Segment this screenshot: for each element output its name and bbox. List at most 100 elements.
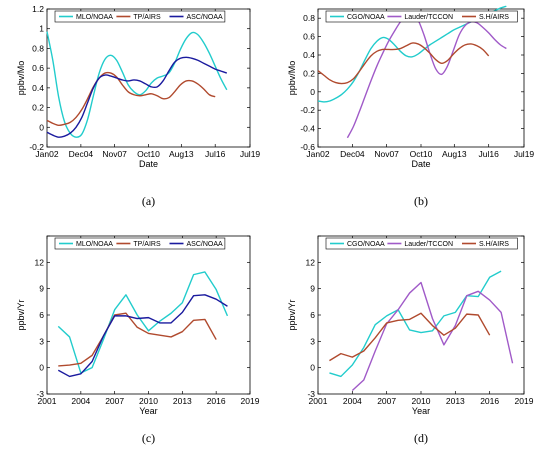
x-tick-label: Jul16 <box>205 149 226 159</box>
y-tick-label: 0.4 <box>303 50 315 60</box>
y-tick-label: 0 <box>39 122 44 132</box>
x-tick-label: Jul16 <box>479 149 500 159</box>
x-tick-label: 2016 <box>207 396 226 406</box>
x-tick-label: Oct10 <box>410 149 433 159</box>
chart-panel: Jan02 Dec04 Nov07 Oct10 Aug13 Jul16 Jul19 -0.2 0… <box>16 4 260 208</box>
legend-label: ASC/NOAA <box>187 14 224 21</box>
chart-panel: 2001 2004 2007 2010 2013 2016 2019 -3 0 3 6 9 12 Year… <box>287 235 534 445</box>
y-axis-label: ppbv/Yr <box>16 299 26 330</box>
y-tick-label: 3 <box>310 336 315 346</box>
legend-label: TP/AIRS <box>133 14 161 21</box>
y-axis-label: ppbv/Yr <box>287 299 297 330</box>
x-axis-label: Year <box>412 406 430 416</box>
legend-label: MLO/NOAA <box>76 14 113 21</box>
legend-box <box>54 237 226 250</box>
x-tick-label: Aug13 <box>169 149 194 159</box>
x-tick-label: 2001 <box>38 396 57 406</box>
x-tick-label: 2016 <box>480 396 499 406</box>
y-tick-label: -3 <box>36 389 44 399</box>
y-tick-label: 12 <box>306 257 316 267</box>
legend-box <box>54 10 226 23</box>
x-axis-label: Year <box>139 406 157 416</box>
legend-label: ASC/NOAA <box>187 241 224 248</box>
y-tick-label: 0 <box>39 363 44 373</box>
series-line <box>57 271 229 374</box>
panel-label: (b) <box>414 194 428 208</box>
x-tick-label: Jan02 <box>306 149 329 159</box>
y-tick-label: 12 <box>35 257 45 267</box>
legend-label: CGO/NOAA <box>347 241 385 248</box>
series-line <box>58 312 217 367</box>
series-line <box>329 270 502 378</box>
y-tick-label: 1.2 <box>32 4 44 14</box>
y-tick-label: 1 <box>39 24 44 34</box>
plot-frame <box>317 235 525 395</box>
x-tick-label: 2010 <box>412 396 431 406</box>
legend-label: Lauder/TCCON <box>404 241 453 248</box>
x-tick-label: 2004 <box>343 396 362 406</box>
x-tick-label: Nov07 <box>374 149 399 159</box>
x-tick-label: 2019 <box>515 396 534 406</box>
y-tick-label: -0.6 <box>300 142 315 152</box>
legend-label: CGO/NOAA <box>347 14 385 21</box>
legend: CGO/NOAA Lauder/TCCON S.H/AIRS <box>325 10 518 23</box>
y-tick-label: 9 <box>39 284 44 294</box>
y-tick-label: 0.2 <box>303 68 315 78</box>
y-tick-label: 0 <box>310 87 315 97</box>
x-axis-label: Date <box>139 159 158 169</box>
y-tick-label: 0.6 <box>303 32 315 42</box>
series-lines <box>57 271 229 378</box>
y-tick-label: -3 <box>307 389 315 399</box>
x-tick-label: Oct10 <box>137 149 160 159</box>
x-tick-label: Dec04 <box>340 149 365 159</box>
x-tick-label: 2010 <box>139 396 158 406</box>
series-line <box>346 12 507 139</box>
y-tick-label: 0 <box>310 363 315 373</box>
series-line <box>317 42 490 85</box>
x-tick-label: Jul19 <box>240 149 261 159</box>
series-line <box>46 31 228 138</box>
plot-frame <box>46 235 251 395</box>
legend: MLO/NOAA TP/AIRS ASC/NOAA <box>54 237 226 250</box>
series-line <box>46 71 216 127</box>
series-line <box>351 281 514 392</box>
x-tick-label: Dec04 <box>69 149 94 159</box>
legend-label: MLO/NOAA <box>76 241 113 248</box>
panel-label: (c) <box>142 431 155 445</box>
legend: MLO/NOAA TP/AIRS ASC/NOAA <box>54 10 226 23</box>
series-lines <box>329 270 514 392</box>
legend-label: Lauder/TCCON <box>404 14 453 21</box>
series-line <box>329 312 491 362</box>
y-tick-label: 3 <box>39 336 44 346</box>
chart-panel: 2001 2004 2007 2010 2013 2016 2019 -3 0 3 6 9 12 Year… <box>16 235 260 445</box>
y-tick-label: -0.2 <box>29 142 44 152</box>
x-tick-label: 2007 <box>105 396 124 406</box>
legend-label: S.H/AIRS <box>479 241 509 248</box>
x-tick-label: 2013 <box>446 396 465 406</box>
chart-panel: Jan02 Dec04 Nov07 Oct10 Aug13 Jul16 Jul19 -0.6 -… <box>287 5 535 208</box>
x-tick-label: 2004 <box>71 396 90 406</box>
panel-label: (a) <box>142 194 155 208</box>
y-axis-label: ppbv/Mo <box>16 61 26 96</box>
x-axis-label: Date <box>411 159 430 169</box>
series-line <box>46 56 228 138</box>
legend-box <box>325 237 518 250</box>
legend: CGO/NOAA Lauder/TCCON S.H/AIRS <box>325 237 518 250</box>
y-tick-label: -0.4 <box>300 124 315 134</box>
y-tick-label: 0.2 <box>32 103 44 113</box>
y-tick-label: 0.8 <box>303 13 315 23</box>
series-line <box>57 294 228 378</box>
x-tick-label: Nov07 <box>102 149 127 159</box>
y-tick-label: 0.6 <box>32 63 44 73</box>
x-tick-label: Jan02 <box>35 149 58 159</box>
x-tick-label: 2007 <box>377 396 396 406</box>
series-lines <box>46 31 228 138</box>
y-axis-label: ppbv/Mo <box>287 61 297 96</box>
x-tick-label: Aug13 <box>442 149 467 159</box>
x-tick-label: 2013 <box>173 396 192 406</box>
legend-label: S.H/AIRS <box>479 14 509 21</box>
y-tick-label: 9 <box>310 284 315 294</box>
x-tick-label: Jul19 <box>514 149 535 159</box>
plot-frame <box>317 8 525 148</box>
